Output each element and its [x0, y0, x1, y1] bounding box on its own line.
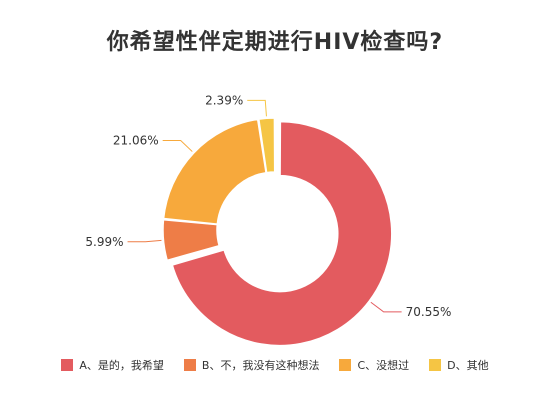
slice-b[interactable] [162, 218, 221, 262]
slice-c[interactable] [162, 118, 267, 225]
label-leaders [127, 99, 402, 313]
leader-line-slice-c [162, 140, 193, 152]
slice-d[interactable] [257, 117, 276, 174]
legend-label-c: C、没想过 [357, 359, 410, 372]
legend-item-c[interactable]: C、没想过 [339, 357, 409, 373]
data-label-slice-d: 2.39% [205, 93, 243, 107]
data-label-slice-b: 5.99% [85, 235, 123, 249]
legend-swatch-d [429, 359, 442, 371]
data-labels: 70.55% 5.99% 21.06% 2.39% [85, 93, 451, 318]
donut-slices [162, 117, 393, 347]
legend-item-b[interactable]: B、不，我没有这种想法 [183, 357, 320, 373]
legend-swatch-a [61, 359, 74, 371]
leader-line-slice-a [370, 301, 402, 313]
legend-swatch-c [339, 359, 352, 371]
legend-swatch-b [183, 359, 196, 371]
legend-label-a: A、是的，我希望 [79, 359, 164, 372]
legend-label-d: D、其他 [447, 359, 489, 372]
slice-a[interactable] [171, 120, 393, 347]
legend-label-b: B、不，我没有这种想法 [201, 359, 320, 372]
leader-line-slice-d [247, 99, 267, 117]
data-label-slice-a: 70.55% [406, 305, 452, 319]
legend: A、是的，我希望 B、不，我没有这种想法 C、没想过 D、其他 [0, 357, 550, 373]
leader-line-slice-b [127, 239, 162, 243]
data-label-slice-c: 21.06% [113, 134, 159, 148]
legend-item-a[interactable]: A、是的，我希望 [61, 357, 164, 373]
legend-item-d[interactable]: D、其他 [429, 357, 489, 373]
chart-title: 你希望性伴定期进行HIV检查吗? [106, 30, 444, 55]
